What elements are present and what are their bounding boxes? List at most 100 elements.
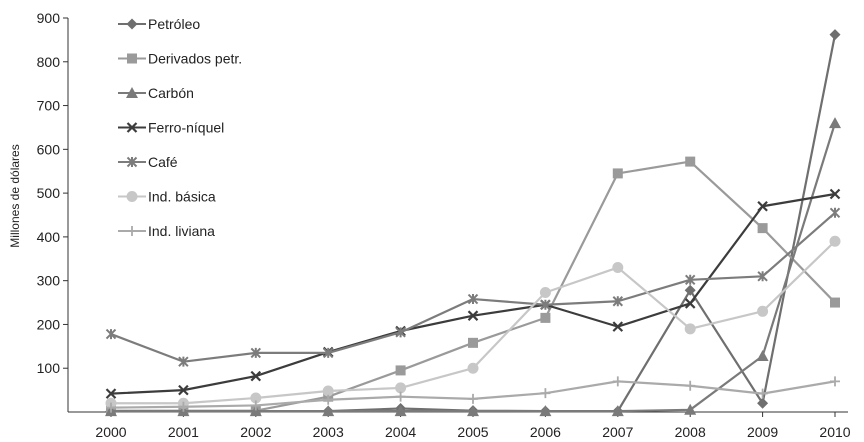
legend-label: Café	[148, 154, 178, 170]
data-point	[757, 200, 768, 212]
data-point	[830, 297, 840, 308]
data-point	[684, 403, 697, 415]
data-point	[250, 370, 262, 382]
data-point	[757, 305, 769, 317]
data-point	[829, 207, 841, 219]
data-point	[395, 327, 406, 338]
x-tick-label: 2006	[530, 424, 561, 440]
data-point	[178, 384, 189, 396]
y-tick-label: 500	[37, 185, 61, 201]
data-point	[539, 405, 552, 417]
x-tick-label: 2009	[747, 424, 778, 440]
series-1	[106, 156, 840, 416]
data-point	[612, 296, 624, 307]
data-point	[829, 117, 841, 129]
x-tick-label: 2010	[819, 424, 850, 440]
series-4	[105, 207, 841, 367]
data-point	[394, 405, 407, 417]
y-tick-label: 400	[37, 229, 61, 245]
x-tick-label: 2003	[313, 424, 344, 440]
series-line	[111, 240, 836, 405]
legend-label: Ind. básica	[148, 189, 216, 205]
data-point	[105, 328, 117, 340]
y-tick-label: 800	[37, 54, 61, 70]
y-tick-label: 600	[37, 141, 61, 157]
legend-marker	[126, 87, 138, 98]
data-point	[467, 362, 479, 374]
data-point	[250, 347, 262, 359]
data-point	[684, 323, 696, 335]
legend-label: Petróleo	[148, 16, 200, 32]
data-point	[612, 376, 623, 387]
x-tick-label: 2004	[385, 424, 416, 440]
data-point	[395, 391, 406, 402]
data-point	[685, 156, 696, 167]
data-point	[684, 284, 696, 296]
y-axis-title: Millones de dólares	[8, 144, 22, 247]
legend-marker	[126, 122, 138, 133]
legend-label: Ind. liviana	[148, 223, 215, 239]
data-point	[322, 405, 335, 417]
data-point	[540, 388, 551, 399]
legend-marker	[126, 18, 138, 30]
data-point	[684, 298, 696, 309]
data-point	[395, 382, 407, 394]
data-point	[467, 310, 479, 321]
legend-marker	[126, 191, 138, 202]
data-point	[105, 388, 117, 399]
y-tick-label: 100	[37, 360, 61, 376]
data-point	[468, 337, 478, 348]
y-tick-label: 700	[37, 98, 61, 114]
data-point	[540, 312, 551, 323]
x-tick-label: 2007	[602, 424, 633, 440]
data-point	[611, 405, 624, 417]
data-point	[178, 401, 189, 412]
data-point	[829, 188, 841, 200]
data-point	[757, 388, 768, 399]
data-point	[467, 405, 479, 417]
data-point	[468, 393, 478, 404]
series-line	[111, 34, 837, 413]
legend-item: Carbón	[118, 85, 194, 101]
data-point	[684, 274, 696, 285]
legend-label: Carbón	[148, 85, 194, 101]
x-tick-label: 2008	[675, 424, 706, 440]
legend-item: Café	[118, 154, 178, 170]
axes: 900 800 700 600 500 400 300 200 100 2000 2001 2002 2…	[37, 10, 851, 440]
data-point	[612, 321, 624, 332]
legend-item: Ind. liviana	[118, 223, 215, 239]
legend-label: Derivados petr.	[148, 51, 242, 67]
x-tick-label: 2005	[457, 424, 488, 440]
data-point	[106, 402, 116, 413]
data-point	[829, 235, 841, 247]
legend-item: Derivados petr.	[118, 51, 242, 67]
data-point	[756, 349, 769, 361]
series-6	[106, 376, 840, 413]
data-point	[757, 397, 769, 409]
data-point	[467, 293, 479, 305]
data-point	[757, 271, 768, 282]
data-point	[322, 347, 334, 359]
data-point	[178, 356, 189, 367]
data-point	[829, 29, 841, 41]
data-point	[539, 286, 551, 298]
legend-marker	[127, 53, 137, 64]
x-tick-label: 2000	[95, 424, 126, 440]
legend: Petróleo Derivados petr. Carbón Ferro-níque…	[118, 16, 242, 239]
legend-item: Ferro-níquel	[118, 120, 224, 136]
series-2	[105, 117, 841, 417]
y-tick-label: 900	[37, 10, 61, 26]
data-point	[250, 400, 261, 411]
legend-item: Petróleo	[118, 16, 200, 32]
data-point	[395, 365, 406, 376]
x-tick-label: 2002	[240, 424, 271, 440]
legend-item: Ind. básica	[118, 189, 216, 205]
data-point	[540, 299, 551, 310]
data-point	[322, 385, 334, 397]
legend-label: Ferro-níquel	[148, 120, 224, 136]
data-point	[249, 405, 262, 417]
x-tick-label: 2001	[168, 424, 199, 440]
data-point	[685, 380, 696, 391]
data-point	[830, 376, 840, 387]
